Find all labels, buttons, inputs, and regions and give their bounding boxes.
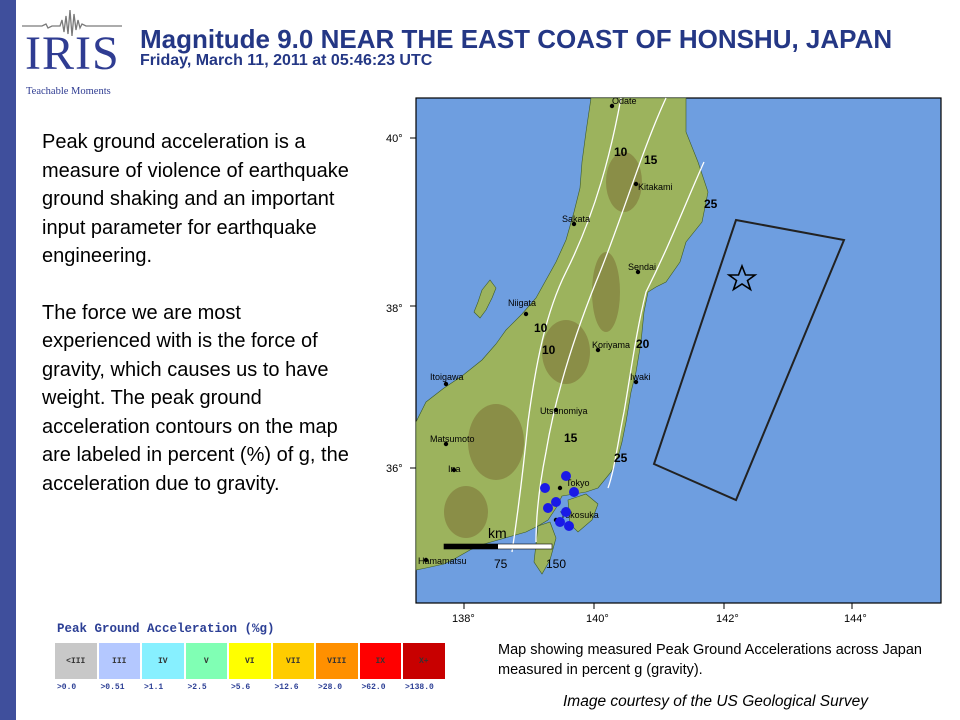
sado-island bbox=[473, 279, 497, 319]
logo-text: IRIS bbox=[25, 27, 120, 80]
contour-25 bbox=[607, 161, 705, 489]
legend-cell: VII bbox=[271, 642, 315, 680]
contour-label-10c: 10 bbox=[542, 343, 556, 357]
city-niigata: Niigata bbox=[508, 298, 536, 308]
epicenter-star-icon bbox=[726, 263, 758, 292]
paragraph-pga: Peak ground acceleration is a measure of… bbox=[42, 131, 349, 267]
legend-cell: VI bbox=[228, 642, 272, 680]
legend-cell: IX bbox=[358, 642, 402, 680]
page-title: Magnitude 9.0 NEAR THE EAST COAST OF HON… bbox=[140, 24, 893, 54]
legend-value: >1.1 bbox=[144, 683, 164, 692]
lat-label-38: 38° bbox=[386, 303, 403, 315]
contour-label-15a: 15 bbox=[644, 153, 658, 167]
legend-value: >0.51 bbox=[100, 683, 125, 692]
lon-label-138: 138° bbox=[452, 613, 475, 625]
city-odate: Odate bbox=[612, 96, 637, 106]
iris-logo: IRIS Teachable Moments bbox=[22, 6, 122, 102]
legend-value: >0.0 bbox=[57, 683, 77, 692]
legend-value: >28.0 bbox=[318, 683, 343, 692]
contour-label-20: 20 bbox=[636, 337, 650, 351]
legend-value: >5.6 bbox=[231, 683, 251, 692]
city-tokyo: Tokyo bbox=[566, 478, 590, 488]
city-kitakami: Kitakami bbox=[638, 182, 673, 192]
lat-label-36: 36° bbox=[386, 463, 403, 475]
image-credit: Image courtesy of the US Geological Surv… bbox=[563, 693, 868, 710]
lat-label-40: 40° bbox=[386, 133, 403, 145]
city-ina: Ina bbox=[448, 464, 461, 474]
seismogram-icon bbox=[22, 9, 122, 36]
legend-cell: <III bbox=[54, 642, 98, 680]
body-text: Peak ground acceleration is a measure of… bbox=[42, 128, 352, 498]
legend-cell: V bbox=[184, 642, 228, 680]
legend-value: >138.0 bbox=[405, 683, 434, 692]
map-caption: Map showing measured Peak Ground Acceler… bbox=[498, 642, 922, 678]
city-sakata: Sakata bbox=[562, 214, 590, 224]
logo-subtitle: Teachable Moments bbox=[26, 86, 111, 97]
legend-cell: III bbox=[97, 642, 141, 680]
contour-label-25a: 25 bbox=[704, 197, 718, 211]
legend-cell: VIII bbox=[315, 642, 359, 680]
city-utsunomiya: Utsunomiya bbox=[540, 406, 588, 416]
city-iwaki: Iwaki bbox=[630, 372, 651, 382]
contour-label-25b: 25 bbox=[614, 451, 628, 465]
lon-label-142: 142° bbox=[716, 613, 739, 625]
legend-cell: IV bbox=[141, 642, 185, 680]
pga-map: 10 15 25 10 10 20 15 25 Odate Kitakami S… bbox=[386, 92, 946, 630]
contour-label-10a: 10 bbox=[614, 145, 628, 159]
pga-legend: Peak Ground Acceleration (%g) <III III IV V… bbox=[54, 620, 446, 696]
contour-15 bbox=[535, 97, 667, 543]
page-subtitle: Friday, March 11, 2011 at 05:46:23 UTC bbox=[140, 52, 433, 69]
contour-10 bbox=[511, 97, 622, 553]
lon-label-140: 140° bbox=[586, 613, 609, 625]
legend-value-row: >0.0 >0.51 >1.1 >2.5 >5.6 >12.6 >28.0 >62.0 >138… bbox=[54, 683, 446, 692]
rupture-area bbox=[652, 218, 846, 502]
legend-color-row: <III III IV V VI VII VIII IX X+ bbox=[54, 642, 446, 680]
honshu-land bbox=[415, 97, 709, 571]
legend-value: >62.0 bbox=[361, 683, 386, 692]
contour-label-10b: 10 bbox=[534, 321, 548, 335]
city-sendai: Sendai bbox=[628, 262, 656, 272]
city-yokosuka: Yokosuka bbox=[560, 510, 599, 520]
legend-value: >12.6 bbox=[274, 683, 299, 692]
lon-label-144: 144° bbox=[844, 613, 867, 625]
paragraph-gravity: The force we are most experienced with i… bbox=[42, 301, 349, 495]
left-accent-bar bbox=[0, 0, 16, 720]
city-koriyama: Koriyama bbox=[592, 340, 630, 350]
contour-label-15b: 15 bbox=[564, 431, 578, 445]
scale-150: 150 bbox=[546, 557, 566, 571]
legend-value: >2.5 bbox=[187, 683, 207, 692]
city-itoigawa: Itoigawa bbox=[430, 372, 464, 382]
scale-75: 75 bbox=[494, 557, 508, 571]
city-matsumoto: Matsumoto bbox=[430, 434, 475, 444]
legend-cell: X+ bbox=[402, 642, 446, 680]
scale-unit: km bbox=[488, 525, 507, 541]
city-hamamatsu: Hamamatsu bbox=[418, 556, 467, 566]
legend-title: Peak Ground Acceleration (%g) bbox=[57, 622, 275, 636]
